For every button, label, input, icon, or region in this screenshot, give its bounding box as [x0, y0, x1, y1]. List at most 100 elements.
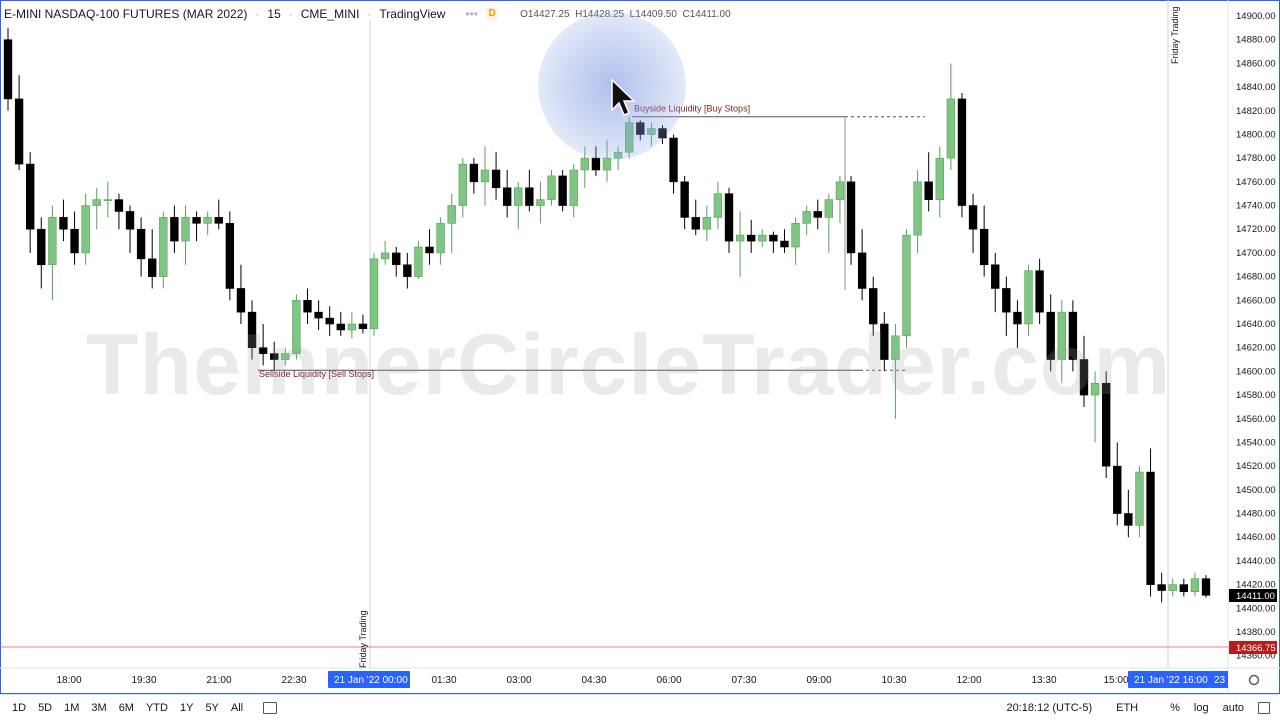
candle[interactable] — [1201, 578, 1211, 596]
candle[interactable] — [59, 217, 68, 230]
candle[interactable] — [991, 264, 1000, 289]
candle[interactable] — [747, 234, 756, 242]
candle[interactable] — [225, 223, 235, 289]
candle[interactable] — [380, 252, 390, 260]
expand-icon[interactable] — [1258, 702, 1270, 714]
candle[interactable] — [824, 199, 834, 218]
settings-gear-icon[interactable] — [1248, 674, 1260, 686]
candle[interactable] — [713, 193, 723, 218]
candle[interactable] — [425, 246, 434, 254]
candle[interactable] — [514, 187, 523, 206]
candle[interactable] — [680, 181, 689, 218]
candle[interactable] — [292, 300, 301, 354]
candle[interactable] — [336, 323, 345, 331]
candle[interactable] — [525, 187, 534, 206]
range-1d-button[interactable]: 1D — [12, 702, 27, 714]
clock-readout[interactable]: 20:18:12 (UTC-5) — [1006, 702, 1093, 714]
candle[interactable] — [924, 181, 933, 200]
candle[interactable] — [1046, 311, 1055, 360]
candle[interactable] — [1113, 465, 1122, 514]
candle[interactable] — [547, 175, 556, 200]
log-toggle[interactable]: log — [1193, 702, 1209, 714]
candle[interactable] — [392, 252, 401, 266]
candle[interactable] — [26, 163, 35, 230]
candle[interactable] — [946, 98, 956, 159]
candle[interactable] — [314, 311, 323, 319]
candle[interactable] — [247, 311, 257, 348]
candle[interactable] — [81, 205, 90, 254]
candle[interactable] — [181, 217, 190, 242]
candle[interactable] — [136, 228, 146, 260]
candle[interactable] — [1057, 311, 1066, 360]
range-all-button[interactable]: All — [230, 702, 244, 714]
candle[interactable] — [170, 217, 179, 242]
candle[interactable] — [835, 181, 845, 200]
range-1m-button[interactable]: 1M — [64, 702, 80, 714]
candle[interactable] — [14, 98, 24, 165]
candle[interactable] — [658, 128, 667, 139]
candle[interactable] — [769, 234, 778, 242]
candle[interactable] — [857, 252, 867, 289]
candle[interactable] — [968, 205, 978, 230]
candle[interactable] — [192, 217, 201, 224]
candle[interactable] — [536, 199, 545, 206]
candle[interactable] — [613, 151, 623, 159]
candle[interactable] — [37, 228, 46, 266]
range-5y-button[interactable]: 5Y — [205, 702, 219, 714]
candle[interactable] — [1002, 288, 1011, 313]
interval[interactable]: 15 — [267, 7, 281, 21]
candle[interactable] — [880, 323, 889, 360]
candle[interactable] — [1090, 382, 1100, 396]
candle[interactable] — [1135, 471, 1144, 526]
candle[interactable] — [491, 169, 501, 189]
range-5d-button[interactable]: 5D — [38, 702, 53, 714]
candle[interactable] — [724, 193, 734, 242]
candle[interactable] — [414, 246, 423, 277]
candle[interactable] — [580, 157, 589, 171]
candle[interactable] — [979, 228, 989, 266]
candle[interactable] — [957, 98, 967, 206]
candle[interactable] — [625, 122, 634, 153]
candle[interactable] — [369, 258, 379, 330]
candle[interactable] — [458, 163, 467, 206]
candle[interactable] — [70, 228, 79, 254]
range-1y-button[interactable]: 1Y — [179, 702, 194, 714]
candle[interactable] — [591, 157, 601, 171]
candle[interactable] — [92, 199, 101, 206]
session-toggle[interactable]: ETH — [1116, 702, 1139, 714]
candle[interactable] — [214, 217, 223, 224]
candle[interactable] — [647, 128, 656, 135]
candle[interactable] — [1190, 578, 1200, 593]
candle[interactable] — [1013, 311, 1022, 325]
candle[interactable] — [480, 169, 490, 183]
candle[interactable] — [3, 39, 13, 100]
candle[interactable] — [902, 234, 911, 337]
auto-toggle[interactable]: auto — [1222, 702, 1244, 714]
candle[interactable] — [846, 181, 856, 254]
candle[interactable] — [569, 169, 578, 206]
range-ytd-button[interactable]: YTD — [145, 702, 168, 714]
candle[interactable] — [780, 240, 789, 248]
candle[interactable] — [303, 300, 312, 313]
candle[interactable] — [702, 217, 712, 230]
candle[interactable] — [669, 137, 678, 183]
candle[interactable] — [813, 211, 822, 218]
candle[interactable] — [869, 288, 878, 325]
candle[interactable] — [148, 258, 157, 277]
candle[interactable] — [1168, 584, 1177, 591]
candle[interactable] — [203, 217, 212, 224]
candle[interactable] — [436, 223, 445, 254]
candle[interactable] — [1157, 584, 1166, 591]
candle[interactable] — [403, 264, 412, 277]
candle[interactable] — [1179, 584, 1188, 593]
candle[interactable] — [602, 157, 612, 171]
candle[interactable] — [636, 122, 645, 135]
candle[interactable] — [48, 217, 57, 266]
candle[interactable] — [1035, 270, 1044, 313]
range-3m-button[interactable]: 3M — [91, 702, 107, 714]
symbol-name[interactable]: E-MINI NASDAQ-100 FUTURES (MAR 2022) — [4, 7, 248, 21]
candle[interactable] — [935, 157, 944, 200]
candle[interactable] — [1079, 359, 1089, 396]
